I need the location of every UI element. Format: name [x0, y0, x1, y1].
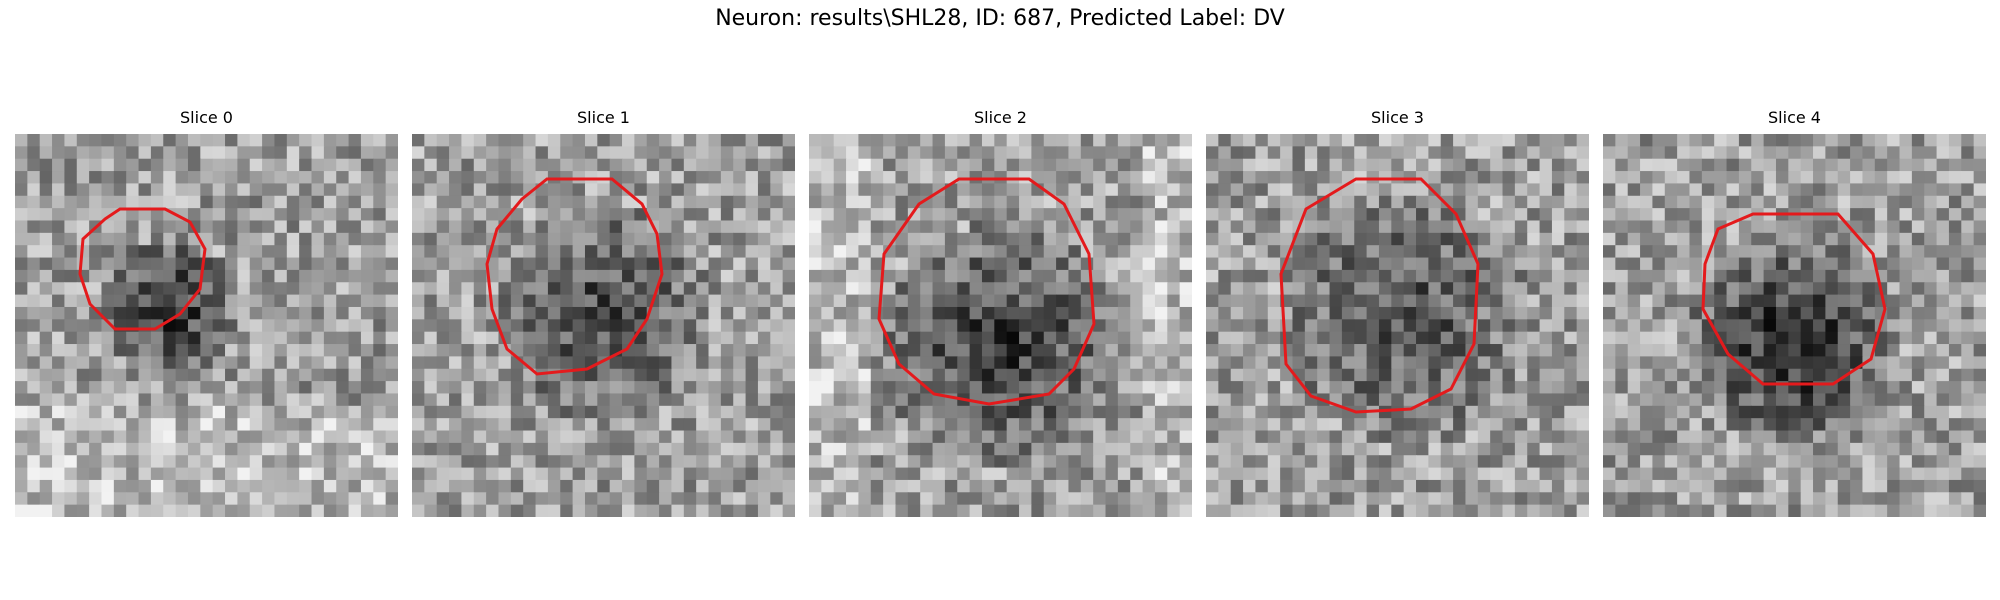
- slice-panel-2: Slice 2: [809, 108, 1192, 520]
- slice-image-2: [809, 134, 1192, 517]
- slice-title-0: Slice 0: [180, 108, 233, 127]
- figure-title: Neuron: results\SHL28, ID: 687, Predicte…: [715, 6, 1285, 31]
- neuron-contour: [78, 207, 207, 331]
- slice-panel-3: Slice 3: [1206, 108, 1589, 520]
- neuron-contour: [1279, 177, 1480, 414]
- slice-title-4: Slice 4: [1768, 108, 1821, 127]
- slice-title-1: Slice 1: [577, 108, 630, 127]
- neuron-contour: [1701, 212, 1887, 386]
- pixel-grid: [809, 134, 1192, 517]
- neuron-contour: [877, 177, 1096, 406]
- slice-panel-0: Slice 0: [15, 108, 398, 520]
- slice-panel-4: Slice 4: [1603, 108, 1986, 520]
- slice-image-3: [1206, 134, 1589, 517]
- pixel-grid: [15, 134, 398, 517]
- slice-image-0: [15, 134, 398, 517]
- slice-panel-1: Slice 1: [412, 108, 795, 520]
- pixel-grid: [1603, 134, 1986, 517]
- neuron-contour: [485, 177, 664, 376]
- slice-title-2: Slice 2: [974, 108, 1027, 127]
- pixel-grid: [1206, 134, 1589, 517]
- slice-title-3: Slice 3: [1371, 108, 1424, 127]
- slice-image-1: [412, 134, 795, 517]
- pixel-grid: [412, 134, 795, 517]
- slice-image-4: [1603, 134, 1986, 517]
